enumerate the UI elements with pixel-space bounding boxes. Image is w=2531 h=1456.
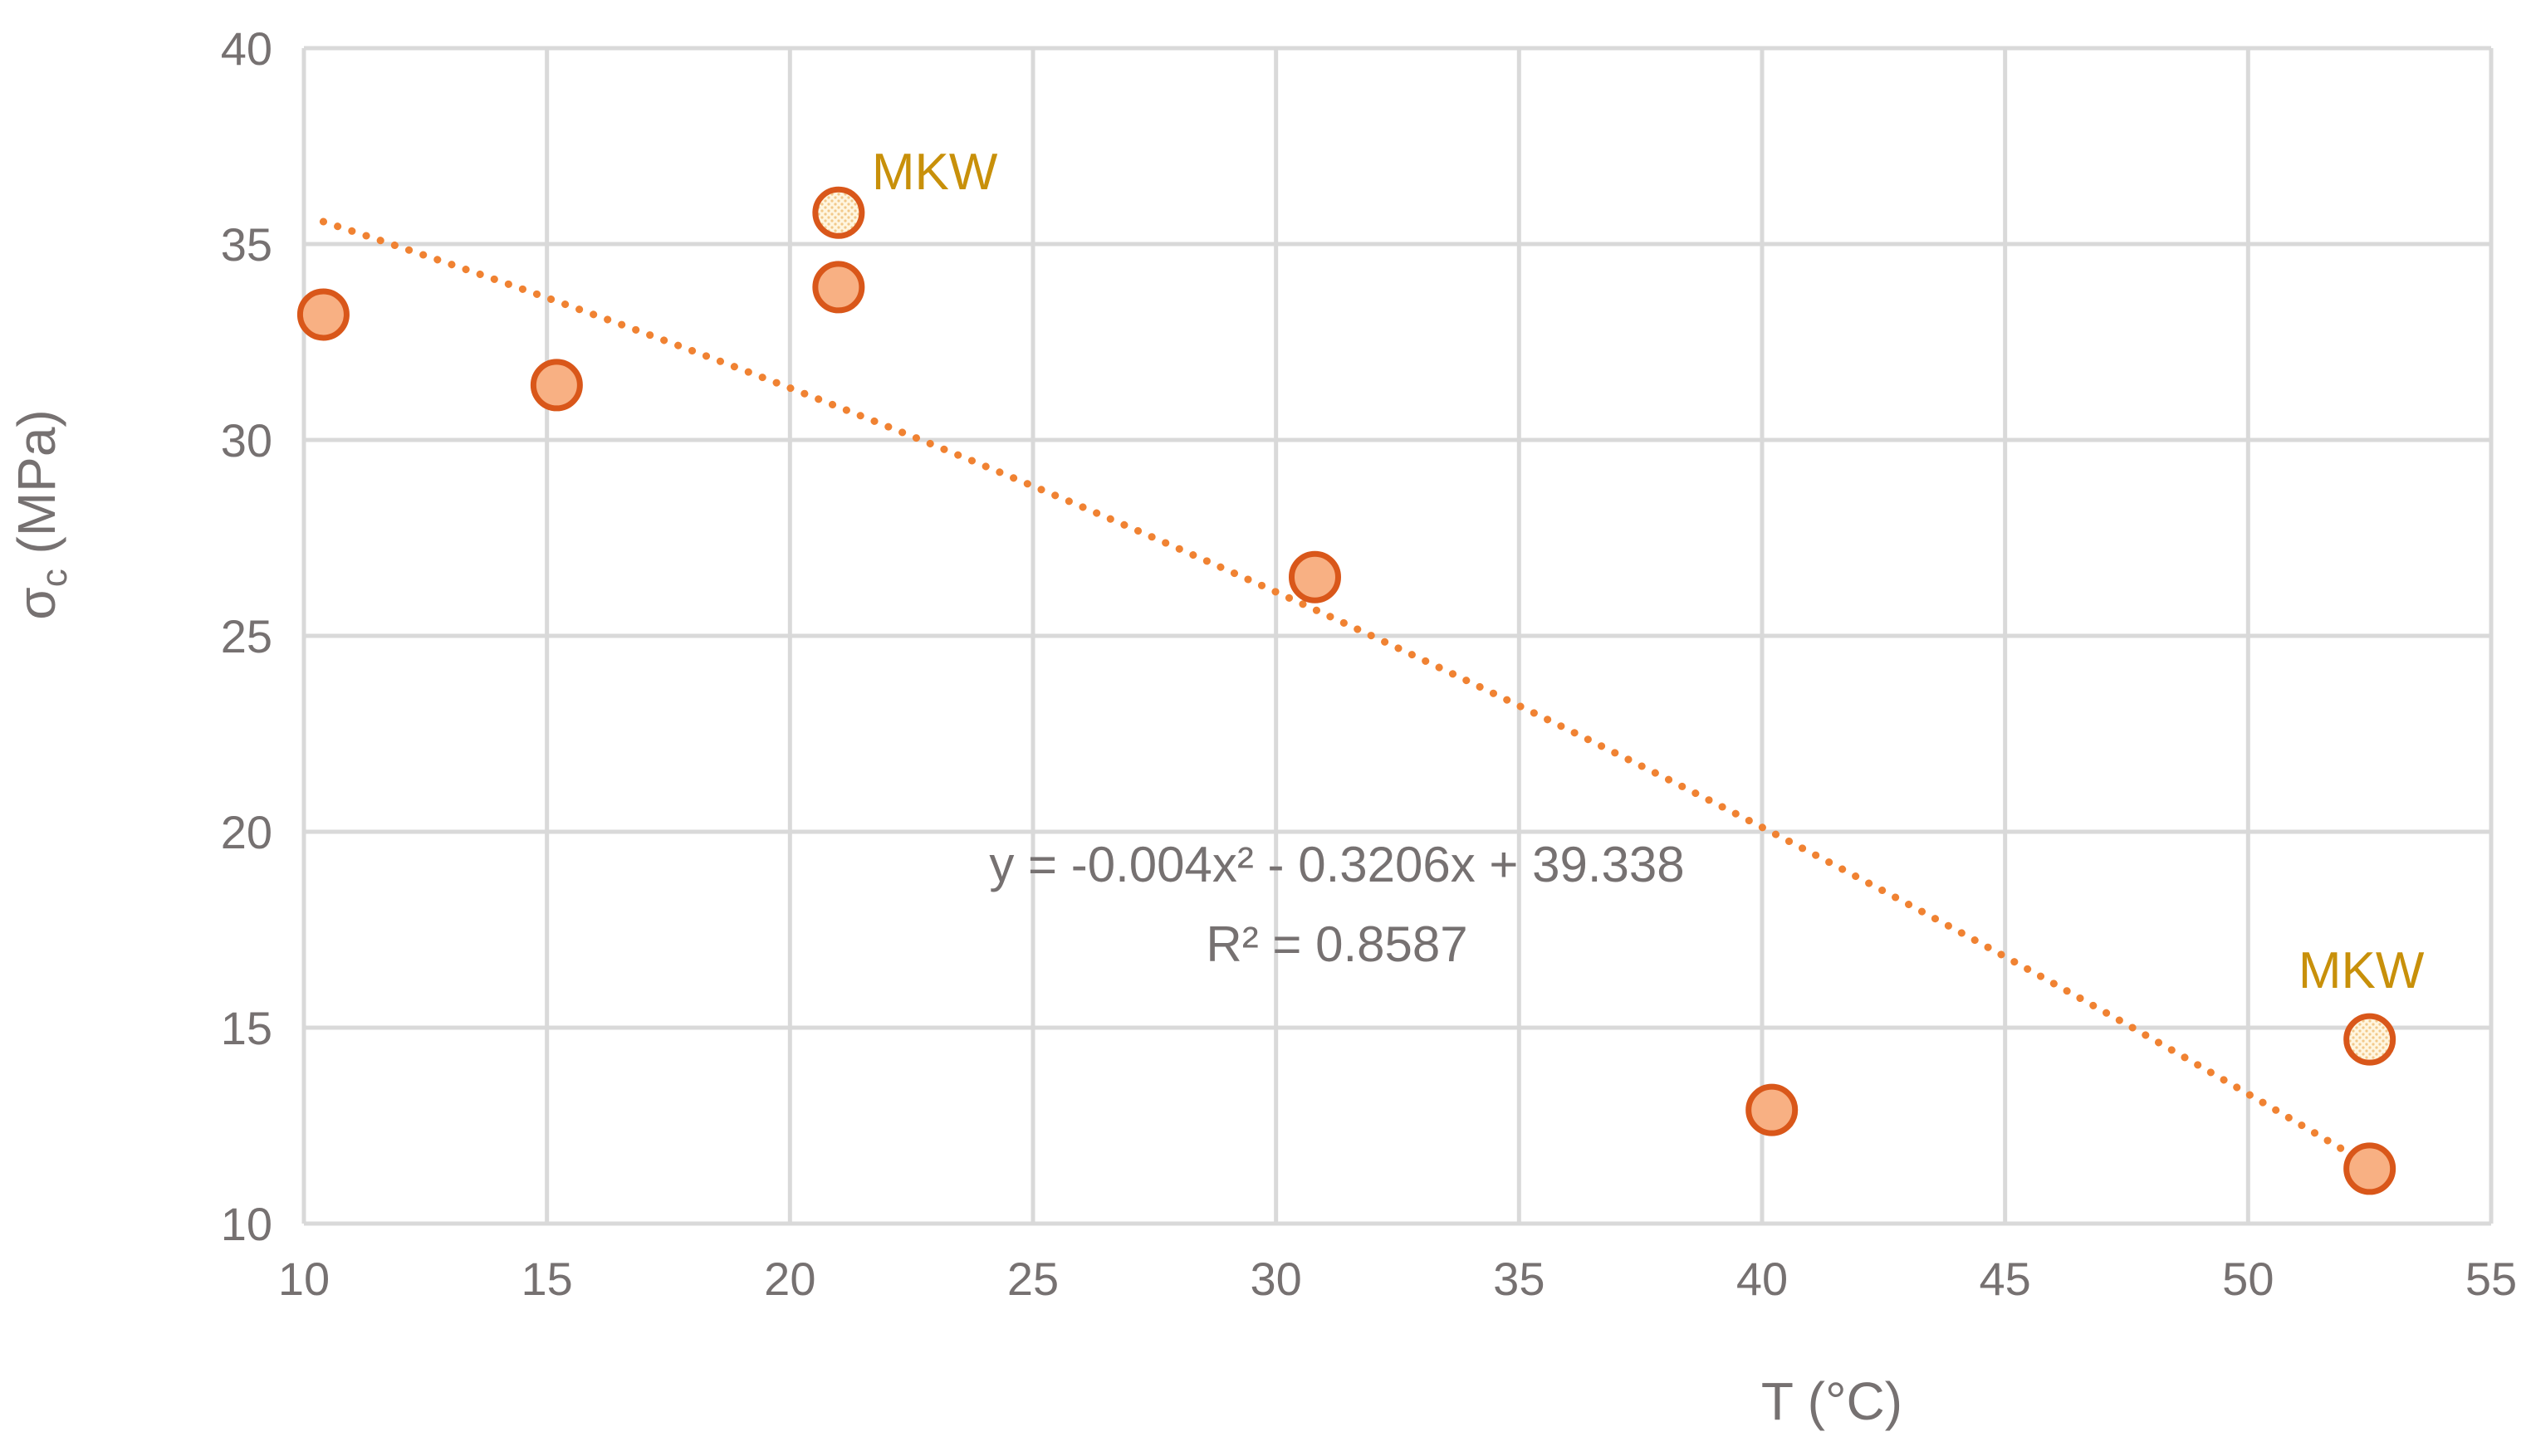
x-tick-label: 45 [1980, 1253, 2031, 1305]
data-point [812, 261, 865, 314]
point-labels: MKW MKW [872, 144, 2425, 999]
trendline [319, 217, 2374, 1170]
y-tick-label: 10 [221, 1198, 272, 1250]
point-label: MKW [2298, 942, 2425, 999]
x-tick-label: 25 [1007, 1253, 1059, 1305]
y-tick-label: 40 [221, 22, 272, 75]
y-tick-label: 25 [221, 610, 272, 662]
data-point [1288, 550, 1341, 603]
y-tick-label: 35 [221, 218, 272, 271]
data-point [2343, 1142, 2396, 1195]
y-tick-label: 15 [221, 1002, 272, 1054]
data-point [296, 288, 350, 341]
tick-labels: 10 15 20 25 30 35 40 45 50 55 10 15 20 25 30 35 40 [221, 22, 2517, 1305]
x-tick-label: 20 [764, 1253, 815, 1305]
x-tick-label: 10 [278, 1253, 330, 1305]
x-tick-label: 55 [2465, 1253, 2517, 1305]
x-tick-label: 30 [1251, 1253, 1302, 1305]
trendline-r-squared: R² = 0.8587 [1206, 916, 1467, 972]
x-tick-label: 50 [2222, 1253, 2274, 1305]
point-label: MKW [872, 144, 998, 201]
y-tick-label: 30 [221, 414, 272, 467]
grid [301, 46, 2494, 1226]
x-tick-label: 35 [1493, 1253, 1545, 1305]
mkw-point [812, 186, 865, 239]
y-axis-title: σc (MPa) [7, 409, 75, 620]
data-point [530, 359, 583, 412]
x-tick-label: 40 [1736, 1253, 1788, 1305]
trendline-equation: y = -0.004x² - 0.3206x + 39.338 [989, 837, 1684, 892]
x-tick-label: 15 [521, 1253, 573, 1305]
data-points [296, 186, 2396, 1195]
data-point [1745, 1083, 1799, 1136]
mkw-point [2343, 1013, 2396, 1066]
x-axis-title: T (°C) [1761, 1371, 1902, 1431]
y-tick-label: 20 [221, 806, 272, 858]
